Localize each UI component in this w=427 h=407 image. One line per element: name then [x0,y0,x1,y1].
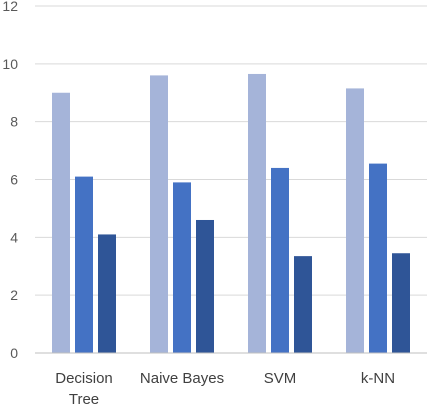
x-category-label: Decision [55,370,113,387]
bar [271,167,289,353]
y-tick-label: 8 [10,114,18,130]
gridlines [35,5,427,296]
bar [294,256,312,353]
x-category-label: k-NN [361,370,395,387]
y-tick-label: 2 [10,287,18,303]
y-tick-label: 0 [10,345,18,361]
bar [392,253,410,353]
y-tick-label: 10 [2,56,18,72]
y-tick-label: 12 [2,0,18,14]
bar [75,176,93,353]
y-axis-tick-labels: 0 2 4 6 8 10 12 [2,0,18,361]
x-category-label: SVM [264,370,297,387]
bar [150,75,168,354]
x-category-label: Tree [69,391,99,407]
bars [52,73,410,354]
bar [196,219,214,353]
bar [173,182,191,353]
y-tick-label: 4 [10,229,18,245]
x-axis-category-labels: Decision Tree Naive Bayes SVM k-NN [55,370,395,407]
bar [248,73,266,354]
x-category-label: Naive Bayes [140,370,224,387]
bar [98,234,116,353]
bar [369,163,387,353]
bar [346,88,364,353]
y-tick-label: 6 [10,172,18,188]
bar [52,92,70,353]
